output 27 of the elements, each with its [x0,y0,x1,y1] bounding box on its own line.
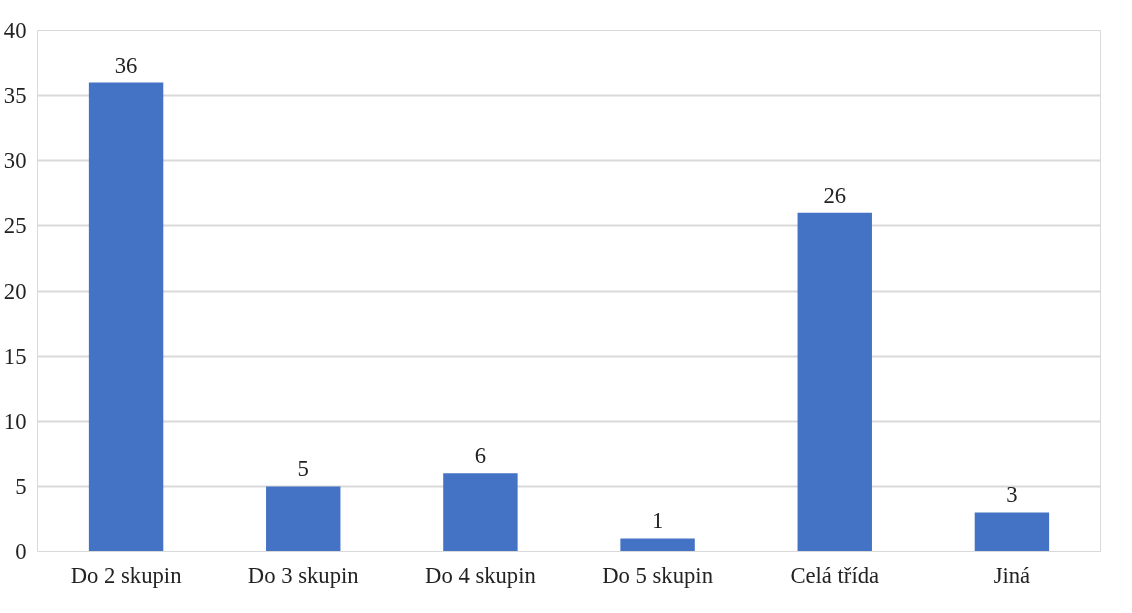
bar [266,486,341,552]
y-tick-label: 15 [3,343,27,369]
y-tick-label: 30 [3,148,27,174]
x-tick-label: Jiná [993,562,1031,588]
x-tick-label: Do 2 skupin [70,562,182,588]
data-label: 26 [823,182,847,208]
bar [797,212,872,552]
y-tick-label: 20 [3,278,27,304]
y-tick-label: 25 [3,213,27,239]
x-tick-label: Do 4 skupin [425,562,536,588]
bar [88,82,164,552]
bar [620,538,695,552]
x-tick-label: Do 5 skupin [602,562,713,588]
y-tick-label: 0 [15,539,27,564]
y-tick-label: 10 [3,408,27,434]
y-tick-label: 40 [3,18,27,43]
x-tick-label: Celá třída [790,562,880,588]
data-label: 36 [114,52,138,78]
data-label: 6 [474,443,487,469]
data-label: 1 [651,508,664,534]
y-tick-label: 5 [15,473,27,499]
x-tick-label: Do 3 skupin [247,562,359,588]
y-tick-label: 35 [3,83,27,109]
bar [974,512,1050,552]
data-label: 3 [1006,482,1018,508]
bar [443,473,518,552]
data-label: 5 [297,456,309,482]
